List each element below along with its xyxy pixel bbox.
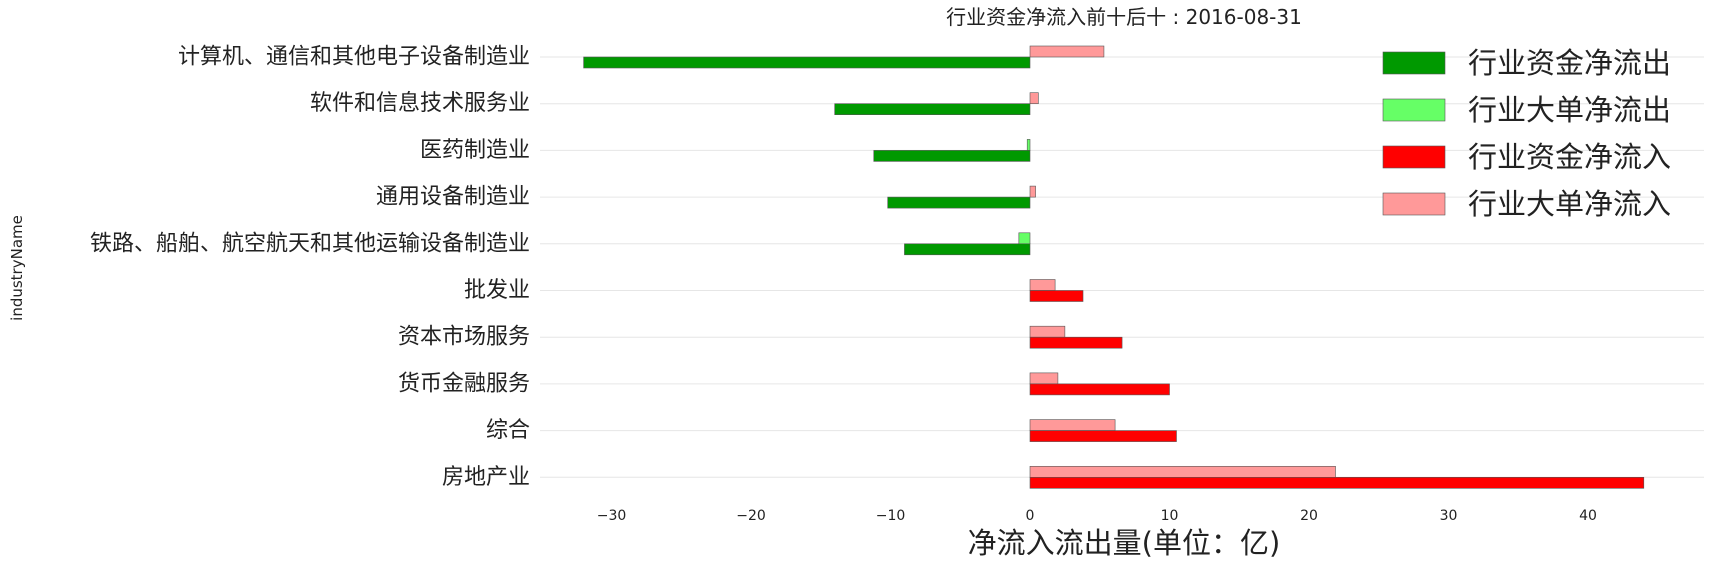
y-tick-label: 铁路、船舶、航空航天和其他运输设备制造业 xyxy=(90,231,530,256)
y-tick-label: 软件和信息技术服务业 xyxy=(310,91,530,116)
bar xyxy=(1029,290,1084,302)
legend-swatch xyxy=(1382,192,1446,216)
bar xyxy=(1029,279,1056,291)
legend-label: 行业大单净流入 xyxy=(1468,187,1671,221)
x-tick-label: 10 xyxy=(1161,508,1179,524)
x-tick-label: −30 xyxy=(597,508,627,524)
legend-swatch xyxy=(1382,98,1446,122)
x-tick-labels: −30 −20 −10 0 10 20 30 40 xyxy=(597,508,1597,524)
bar xyxy=(1029,372,1059,385)
x-tick-label: 30 xyxy=(1440,508,1458,524)
y-tick-label: 批发业 xyxy=(464,278,530,303)
y-tick-label: 资本市场服务 xyxy=(398,325,530,350)
y-tick-label: 综合 xyxy=(486,418,530,443)
bar xyxy=(1018,232,1031,245)
y-tick-label: 房地产业 xyxy=(442,465,530,490)
y-tick-labels: 计算机、通信和其他电子设备制造业软件和信息技术服务业医药制造业通用设备制造业铁路… xyxy=(90,45,530,490)
bar xyxy=(1029,325,1066,338)
legend-label: 行业资金净流出 xyxy=(1468,46,1671,80)
x-axis-label: 净流入流出量(单位：亿) xyxy=(968,526,1281,560)
y-tick-label: 货币金融服务 xyxy=(398,371,530,396)
bar xyxy=(1029,465,1336,478)
bar xyxy=(904,243,1031,256)
x-tick-label: −20 xyxy=(736,508,766,524)
bar xyxy=(1029,92,1039,104)
y-axis-label: industryName xyxy=(8,215,26,321)
bar xyxy=(887,196,1031,209)
bar xyxy=(873,150,1031,162)
bar xyxy=(583,56,1031,69)
bar xyxy=(1029,476,1645,489)
legend-label: 行业大单净流出 xyxy=(1468,93,1671,127)
bars xyxy=(583,45,1645,489)
legend-label: 行业资金净流入 xyxy=(1468,140,1671,174)
bar xyxy=(1029,336,1123,349)
x-tick-label: −10 xyxy=(876,508,906,524)
bar xyxy=(1029,185,1036,198)
x-tick-label: 0 xyxy=(1026,508,1035,524)
y-tick-label: 通用设备制造业 xyxy=(376,185,530,210)
bar xyxy=(1029,45,1105,58)
bar xyxy=(1029,419,1116,431)
bar xyxy=(834,103,1031,115)
bar xyxy=(1029,430,1177,442)
chart-title: 行业资金净流入前十后十 : 2016-08-31 xyxy=(946,5,1302,29)
y-tick-label: 医药制造业 xyxy=(420,138,530,163)
bar xyxy=(1026,139,1031,151)
legend-swatch xyxy=(1382,145,1446,169)
bar xyxy=(1029,383,1170,396)
legend-swatch xyxy=(1382,51,1446,75)
x-tick-label: 20 xyxy=(1300,508,1318,524)
y-tick-label: 计算机、通信和其他电子设备制造业 xyxy=(178,45,530,70)
x-tick-label: 40 xyxy=(1579,508,1597,524)
